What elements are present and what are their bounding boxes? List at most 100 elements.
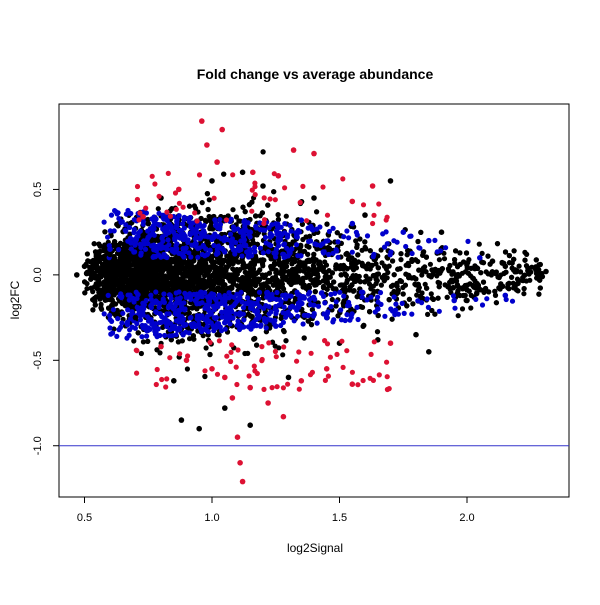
- data-point-background: [276, 217, 281, 222]
- data-point-background: [524, 252, 529, 257]
- data-point-background: [206, 207, 211, 212]
- data-point-background: [305, 252, 310, 257]
- data-point-background: [481, 280, 486, 285]
- data-point-background: [269, 278, 274, 283]
- data-point-background: [276, 212, 281, 217]
- data-point-background: [260, 257, 265, 262]
- data-point-background: [494, 300, 499, 305]
- data-point-background: [274, 268, 279, 273]
- data-point-background: [339, 272, 344, 277]
- data-point-background: [395, 290, 400, 295]
- data-point-background: [90, 307, 95, 312]
- data-point-background: [254, 343, 259, 348]
- data-point-background: [284, 214, 289, 219]
- data-point-background: [445, 284, 450, 289]
- data-point-background: [321, 285, 326, 290]
- data-point-background: [351, 289, 356, 294]
- data-point-background: [103, 298, 108, 303]
- data-point-background: [325, 278, 330, 283]
- data-point-background: [390, 258, 395, 263]
- data-point-background: [452, 257, 457, 262]
- data-point-background: [358, 279, 363, 284]
- data-point-background: [507, 260, 512, 265]
- data-point-background: [314, 209, 319, 214]
- data-point-background: [247, 202, 252, 207]
- data-point-background: [492, 289, 497, 294]
- data-point-background: [346, 257, 351, 262]
- data-point-background: [536, 292, 541, 297]
- data-point-background: [261, 149, 266, 154]
- data-point-background: [202, 374, 207, 379]
- data-point-background: [461, 293, 466, 298]
- data-point-background: [387, 264, 392, 269]
- data-point-background: [430, 272, 435, 277]
- data-point-background: [209, 264, 214, 269]
- data-point-background: [283, 338, 288, 343]
- data-point-background: [306, 319, 311, 324]
- data-point-background: [145, 264, 150, 269]
- data-point-background: [267, 271, 272, 276]
- data-point-background: [85, 251, 90, 256]
- data-point-background: [505, 285, 510, 290]
- data-point-background: [133, 281, 138, 286]
- data-point-background: [461, 259, 466, 264]
- data-point-background: [421, 266, 426, 271]
- data-point-background: [360, 261, 365, 266]
- data-point-background: [236, 268, 241, 273]
- data-point-background: [251, 337, 256, 342]
- data-point-background: [442, 256, 447, 261]
- data-point-background: [131, 338, 136, 343]
- data-point-background: [272, 261, 277, 266]
- data-point-background: [403, 283, 408, 288]
- data-point-background: [460, 306, 465, 311]
- data-point-background: [522, 286, 527, 291]
- data-point-background: [382, 264, 387, 269]
- data-point-background: [109, 276, 114, 281]
- data-point-background: [415, 239, 420, 244]
- data-point-background: [228, 285, 233, 290]
- data-point-background: [102, 284, 107, 289]
- data-point-background: [477, 242, 482, 247]
- data-point-background: [139, 351, 144, 356]
- data-point-background: [141, 293, 146, 298]
- data-point-background: [455, 264, 460, 269]
- data-point-background: [534, 257, 539, 262]
- data-point-background: [361, 324, 366, 329]
- data-point-background: [453, 272, 458, 277]
- data-point-background: [339, 282, 344, 287]
- data-point-background: [474, 290, 479, 295]
- data-point-background: [486, 271, 491, 276]
- data-point-background: [225, 265, 230, 270]
- data-point-background: [265, 203, 270, 208]
- data-point-background: [236, 218, 241, 223]
- data-point-background: [292, 269, 297, 274]
- data-point-background: [253, 271, 258, 276]
- data-point-background: [98, 305, 103, 310]
- data-point-background: [468, 305, 473, 310]
- data-point-background: [324, 222, 329, 227]
- data-point-background: [429, 291, 434, 296]
- data-point-background: [390, 317, 395, 322]
- data-point-background: [464, 287, 469, 292]
- data-point-background: [353, 279, 358, 284]
- data-point-background: [204, 345, 209, 350]
- data-point-background: [486, 289, 491, 294]
- data-point-background: [466, 271, 471, 276]
- data-point-background: [407, 297, 412, 302]
- data-point-background: [200, 200, 205, 205]
- data-point-background: [188, 268, 193, 273]
- data-point-background: [322, 259, 327, 264]
- data-point-background: [456, 313, 461, 318]
- data-point-background: [360, 248, 365, 253]
- data-point-background: [82, 290, 87, 295]
- data-point-background: [401, 291, 406, 296]
- data-point-background: [446, 268, 451, 273]
- data-point-background: [176, 339, 181, 344]
- data-point-background: [507, 253, 512, 258]
- data-point-background: [90, 260, 95, 265]
- data-point-background: [331, 279, 336, 284]
- data-point-background: [495, 241, 500, 246]
- data-point-background: [375, 329, 380, 334]
- data-point-background: [425, 312, 430, 317]
- data-point-background: [212, 278, 217, 283]
